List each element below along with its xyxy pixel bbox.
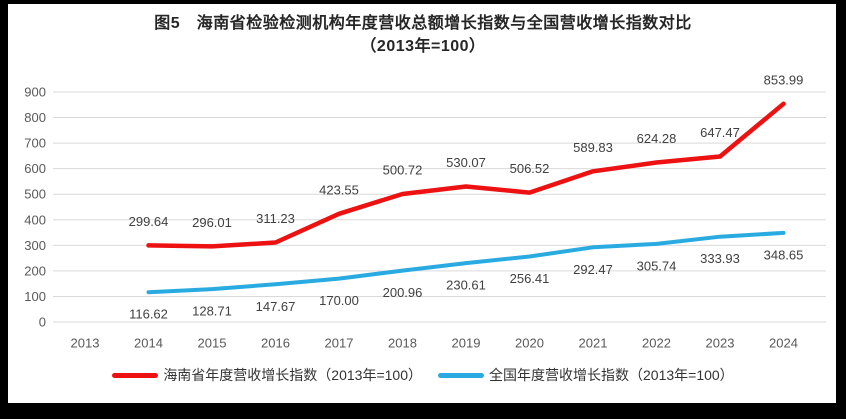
data-label: 624.28 bbox=[637, 131, 677, 146]
data-label: 506.52 bbox=[510, 161, 550, 176]
x-axis-tick-label: 2018 bbox=[388, 336, 417, 351]
chart-legend: 海南省年度营收增长指数（2013年=100） 全国年度营收增长指数（2013年=… bbox=[0, 365, 846, 385]
data-label: 530.07 bbox=[446, 155, 486, 170]
data-label: 230.61 bbox=[446, 278, 486, 293]
y-axis-tick-label: 800 bbox=[24, 110, 46, 125]
chart-title: 图5 海南省检验检测机构年度营收总额增长指数与全国营收增长指数对比 （2013年… bbox=[0, 12, 846, 58]
data-label: 200.96 bbox=[383, 285, 423, 300]
chart-canvas bbox=[8, 4, 836, 403]
data-label: 292.47 bbox=[573, 262, 613, 277]
chart-title-line2: （2013年=100） bbox=[360, 38, 486, 55]
x-axis-tick-label: 2021 bbox=[579, 336, 608, 351]
y-axis-tick-label: 300 bbox=[24, 238, 46, 253]
x-axis-tick-label: 2023 bbox=[706, 336, 735, 351]
data-label: 299.64 bbox=[129, 214, 169, 229]
x-axis-tick-label: 2020 bbox=[515, 336, 544, 351]
x-axis-tick-label: 2016 bbox=[261, 336, 290, 351]
y-axis-tick-label: 100 bbox=[24, 289, 46, 304]
hainan-series-line bbox=[146, 101, 786, 249]
legend-item-national: 全国年度营收增长指数（2013年=100） bbox=[438, 365, 734, 385]
y-axis-tick-label: 700 bbox=[24, 136, 46, 151]
x-axis-tick-label: 2017 bbox=[325, 336, 354, 351]
x-axis-tick-label: 2022 bbox=[642, 336, 671, 351]
data-label: 147.67 bbox=[256, 299, 296, 314]
data-label: 423.55 bbox=[319, 182, 359, 197]
legend-label-national: 全国年度营收增长指数（2013年=100） bbox=[489, 367, 734, 383]
x-axis-tick-label: 2019 bbox=[452, 336, 481, 351]
y-axis-tick-label: 500 bbox=[24, 187, 46, 202]
data-label: 128.71 bbox=[192, 304, 232, 319]
y-axis-tick-label: 200 bbox=[24, 263, 46, 278]
chart-title-line1: 图5 海南省检验检测机构年度营收总额增长指数与全国营收增长指数对比 bbox=[154, 15, 692, 32]
data-label: 589.83 bbox=[573, 140, 613, 155]
national-series-line bbox=[146, 230, 786, 295]
data-label: 853.99 bbox=[764, 72, 804, 87]
data-label: 348.65 bbox=[764, 247, 804, 262]
data-label: 256.41 bbox=[510, 271, 550, 286]
data-label: 116.62 bbox=[129, 307, 168, 322]
x-axis-tick-label: 2024 bbox=[769, 336, 798, 351]
data-label: 647.47 bbox=[700, 125, 740, 140]
x-axis-tick-label: 2015 bbox=[198, 336, 227, 351]
data-label: 296.01 bbox=[192, 215, 232, 230]
data-label: 500.72 bbox=[383, 163, 423, 178]
x-axis-tick-label: 2013 bbox=[71, 336, 100, 351]
y-axis-tick-label: 400 bbox=[24, 212, 46, 227]
data-label: 333.93 bbox=[700, 251, 740, 266]
data-label: 170.00 bbox=[319, 293, 359, 308]
y-axis-tick-label: 900 bbox=[24, 85, 46, 100]
legend-item-hainan: 海南省年度营收增长指数（2013年=100） bbox=[112, 365, 422, 385]
x-axis-tick-label: 2014 bbox=[134, 336, 163, 351]
legend-line-swatch-red bbox=[112, 372, 159, 378]
data-label: 311.23 bbox=[256, 211, 295, 226]
data-label: 305.74 bbox=[637, 258, 677, 273]
y-axis-tick-label: 600 bbox=[24, 161, 46, 176]
legend-label-hainan: 海南省年度营收增长指数（2013年=100） bbox=[163, 367, 422, 383]
y-axis-tick-label: 0 bbox=[39, 315, 46, 330]
legend-line-swatch-blue bbox=[438, 372, 484, 378]
